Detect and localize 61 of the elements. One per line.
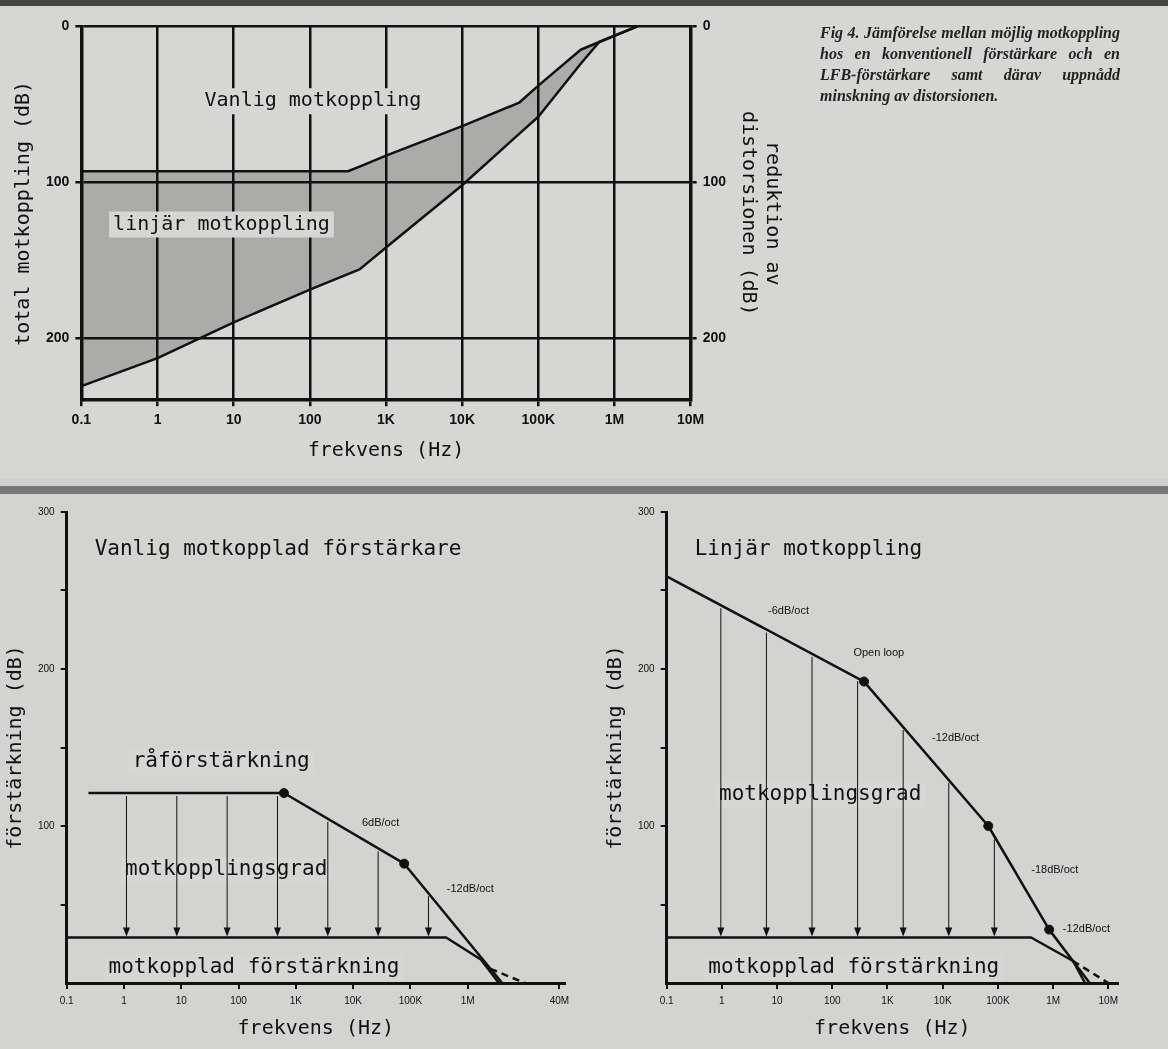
x-tick-label: 1M	[1046, 994, 1061, 1006]
x-tick-label: 10	[771, 994, 784, 1006]
x-tick-label: 1	[121, 994, 128, 1006]
y-tick-label: 200	[46, 328, 70, 345]
annotation: 6dB/oct	[361, 815, 400, 828]
text: Linjär motkoppling	[694, 536, 923, 561]
x-tick-label: 10M	[677, 411, 705, 428]
y-tick-label: 200	[38, 662, 56, 674]
x-tick-label: 100	[298, 411, 322, 428]
x-tick-label: 10K	[449, 411, 475, 428]
annotation: Vanlig motkoppling	[204, 87, 422, 112]
annotation: -12dB/oct	[1062, 921, 1110, 934]
x-tick-label: 100K	[986, 994, 1010, 1006]
x-tick-label: 100K	[521, 411, 556, 428]
y-tick-label: 100	[38, 819, 56, 831]
y-axis-title: total motkoppling (dB)	[10, 80, 35, 346]
y-tick-label: 200	[638, 662, 656, 674]
y-tick-label: 0	[61, 17, 70, 34]
annotation: motkopplad förstärkning	[108, 953, 400, 978]
y2-tick-label: 100	[702, 173, 727, 190]
y-tick-label: 100	[638, 819, 656, 831]
x-tick-label: 10K	[933, 994, 952, 1006]
x-axis-title: frekvens (Hz)	[307, 437, 465, 462]
x-tick-label: 1	[719, 994, 726, 1006]
caption: Fig 4. Jämförelse mellan möjlig motkoppling hos en konventionell förstärkare och en LFB-förstärkare samt därav uppnådd minskning av distorsionen.	[820, 23, 1120, 106]
x-tick-label: 1K	[289, 994, 303, 1006]
x-tick-label: 1	[153, 411, 162, 428]
x-tick-label: 1K	[377, 411, 395, 428]
x-axis-title: frekvens (Hz)	[814, 1015, 971, 1040]
x-tick-label: 0.1	[59, 994, 75, 1006]
x-tick-label: 10	[175, 994, 188, 1006]
x-tick-label: 1M	[604, 411, 625, 428]
x-tick-label: 100	[823, 994, 842, 1006]
annotation: Open loop	[853, 646, 905, 659]
x-tick-label: 0.1	[71, 411, 92, 428]
annotation: -6dB/oct	[768, 603, 810, 616]
y-tick-label: 300	[38, 505, 56, 517]
y2-axis-title: reduktion av distorsionen (dB)	[737, 110, 786, 316]
y-axis-title: förstärkning (dB)	[602, 645, 627, 850]
y2-tick-label: 0	[702, 17, 711, 34]
annotation: -12dB/oct	[446, 881, 494, 894]
y-tick-label: 100	[46, 173, 70, 190]
text: Vanlig motkopplad förstärkare	[94, 536, 462, 561]
annotation: -12dB/oct	[931, 731, 980, 744]
x-tick-label: 100	[230, 994, 248, 1006]
x-tick-label: 10	[225, 411, 242, 428]
x-tick-label: 100K	[398, 994, 423, 1006]
y2-tick-label: 200	[702, 328, 727, 345]
y-tick-label: 300	[638, 505, 656, 517]
y-axis-title: förstärkning (dB)	[2, 645, 27, 850]
x-tick-label: 0.1	[659, 994, 675, 1006]
x-axis-title: frekvens (Hz)	[237, 1015, 395, 1040]
x-tick-label: 10K	[344, 994, 363, 1006]
annotation: motkopplad förstärkning	[708, 953, 1000, 978]
x-tick-label: 1M	[460, 994, 475, 1006]
x-tick-label: 10M	[1098, 994, 1119, 1006]
annotation: råförstärkning	[132, 747, 310, 773]
x-tick-label: 1K	[881, 994, 894, 1006]
x-tick-label: 40M	[549, 994, 570, 1006]
annotation: linjär motkoppling	[113, 210, 330, 235]
annotation: -18dB/oct	[1031, 862, 1079, 875]
